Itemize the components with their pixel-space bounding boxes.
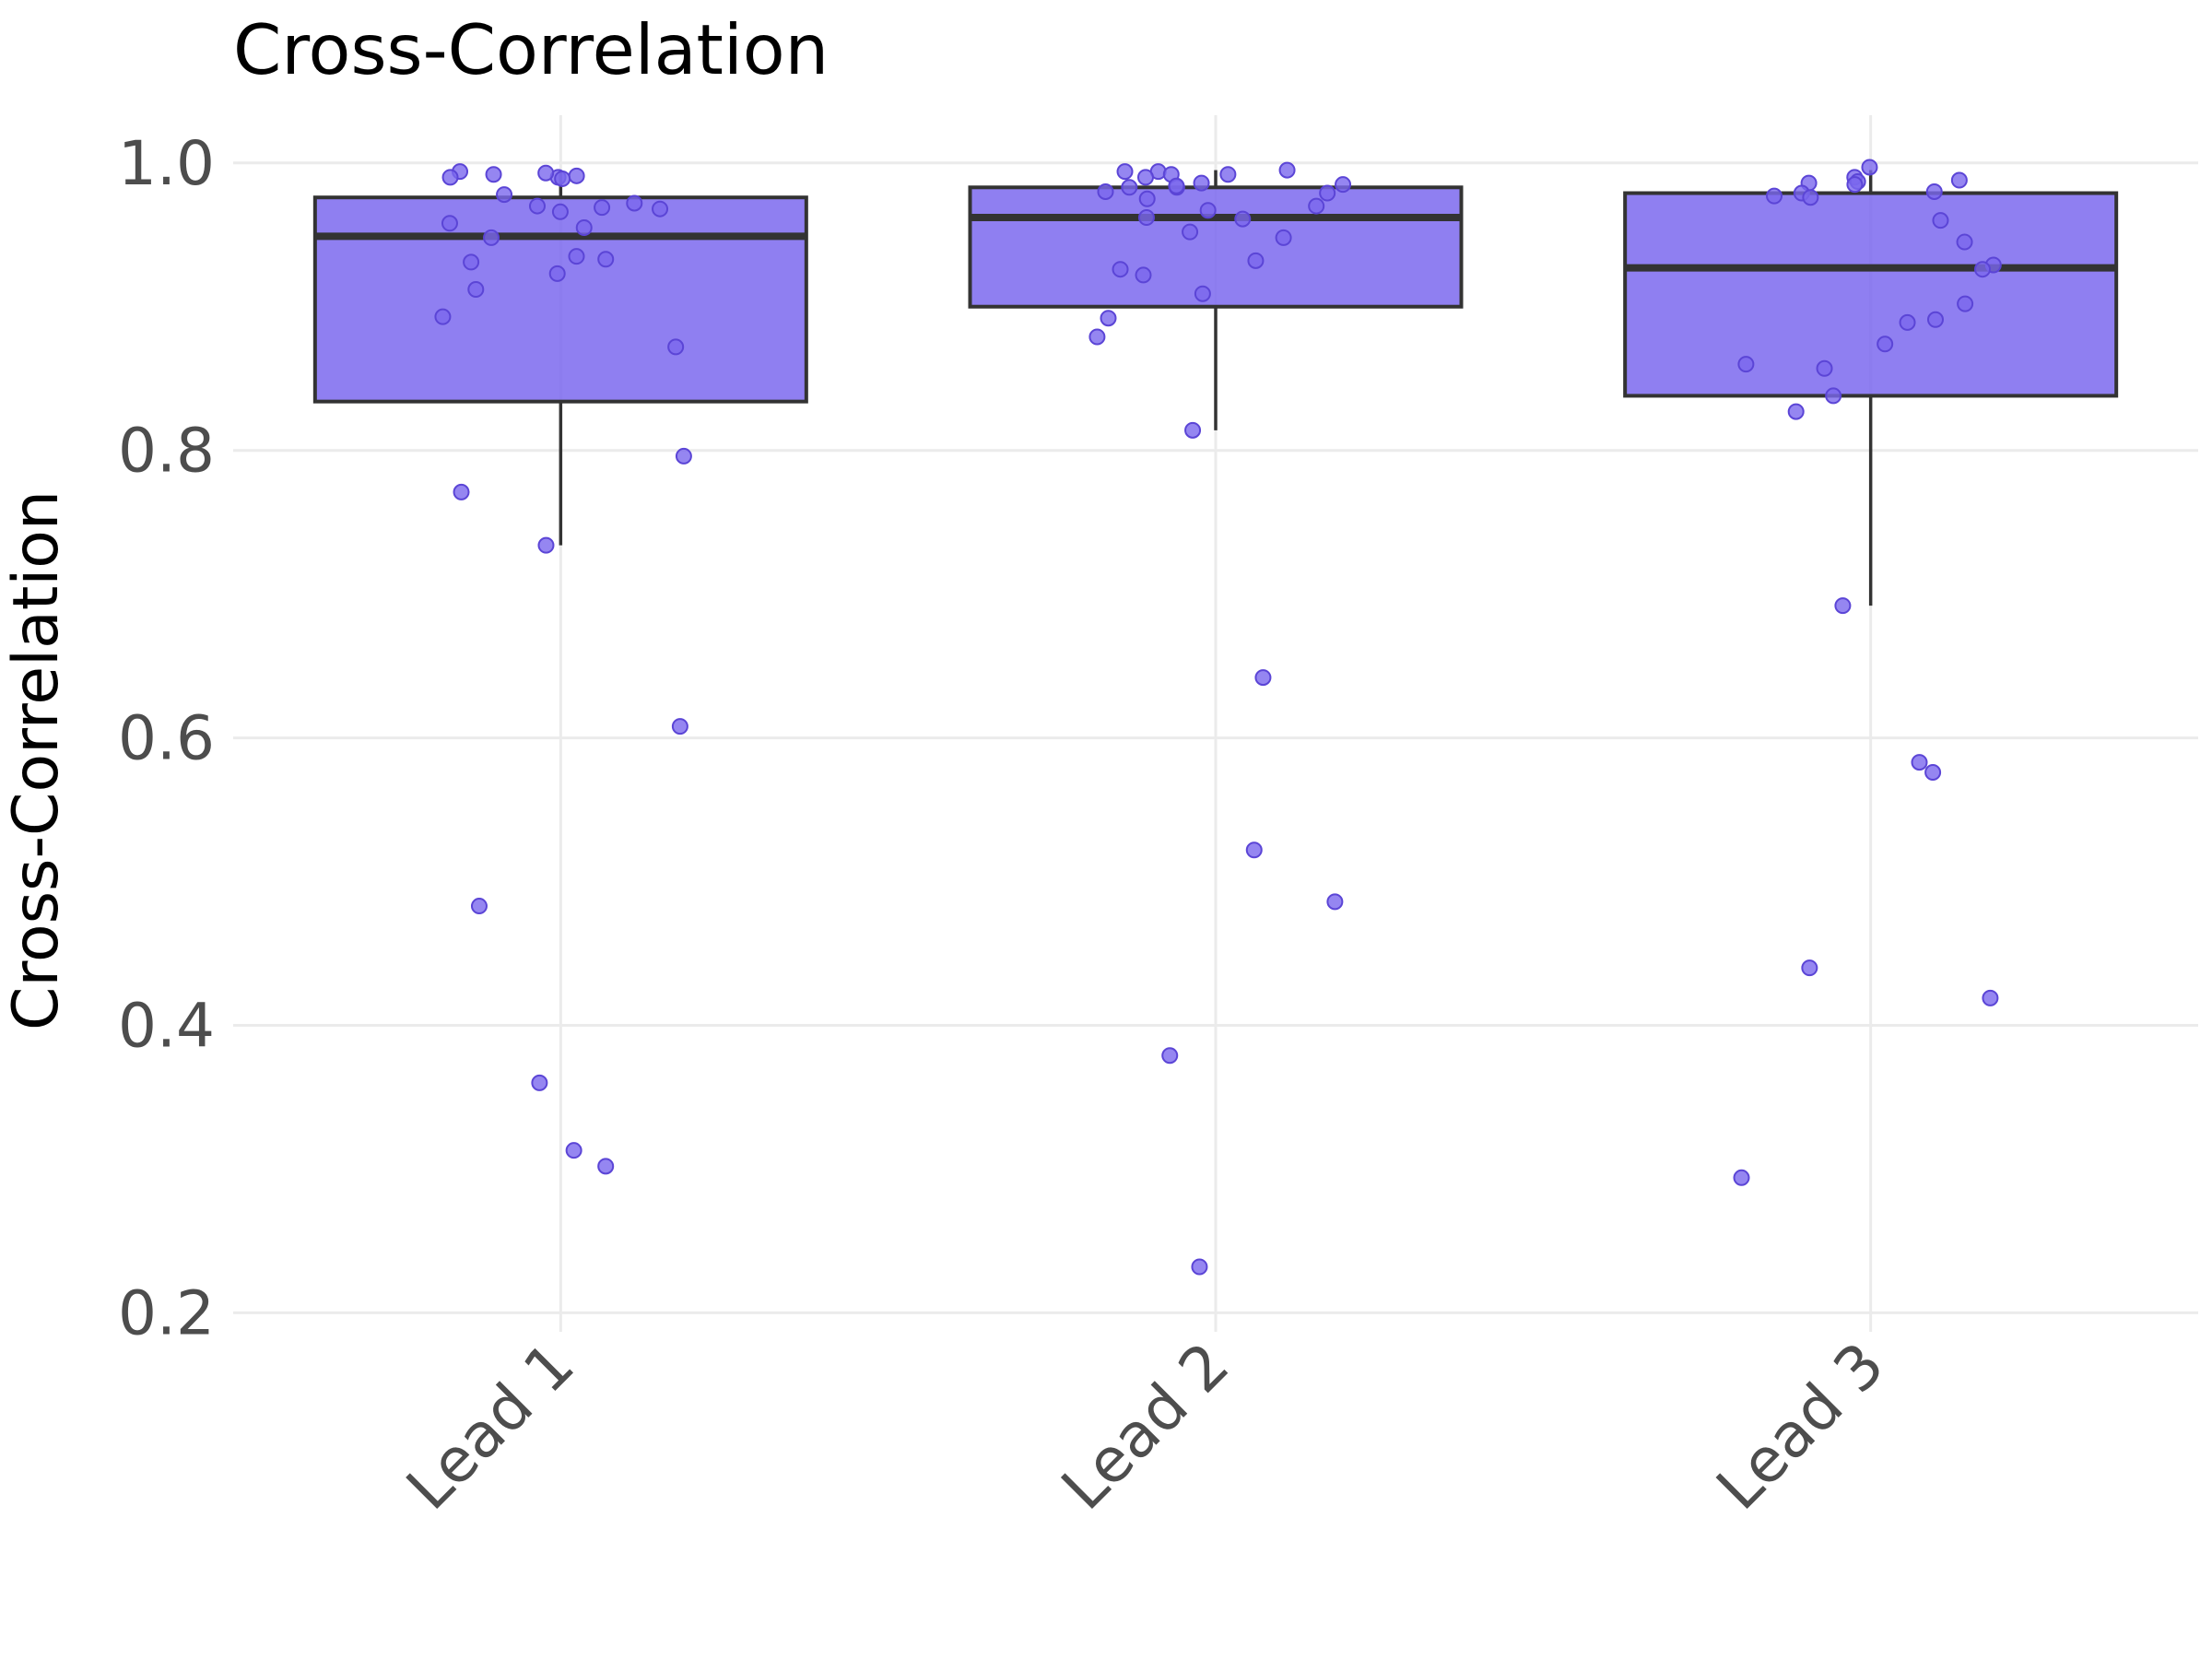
data-point: [568, 248, 585, 265]
data-point: [1161, 1047, 1179, 1065]
data-point: [496, 186, 513, 204]
data-point: [667, 338, 685, 356]
y-tick-label: 0.8: [118, 416, 215, 487]
data-point: [548, 265, 566, 282]
data-point: [441, 215, 458, 232]
data-point: [1899, 313, 1916, 331]
data-point: [626, 194, 643, 212]
data-point: [1787, 403, 1805, 420]
chart-title: Cross-Correlation: [233, 9, 829, 90]
data-point: [1138, 190, 1156, 207]
data-point: [537, 536, 555, 554]
data-point: [1182, 223, 1199, 241]
data-point: [1834, 597, 1852, 615]
data-point: [1278, 161, 1296, 179]
data-point: [1184, 421, 1202, 439]
data-point: [1974, 261, 1992, 278]
x-tick-label: Lead 3: [1703, 1329, 1898, 1524]
data-point: [1135, 266, 1152, 284]
data-point: [485, 166, 502, 183]
data-point: [1982, 989, 1999, 1006]
y-tick-label: 0.4: [118, 991, 215, 1062]
data-point: [470, 898, 488, 915]
data-point: [1825, 387, 1842, 405]
data-point: [1911, 754, 1928, 771]
data-point: [467, 281, 485, 299]
data-point: [1116, 163, 1134, 181]
data-point: [1245, 841, 1263, 859]
data-point: [1097, 182, 1114, 200]
data-point: [597, 1158, 615, 1175]
jitter-points: [434, 159, 2002, 1276]
data-point: [675, 447, 692, 465]
data-point: [1121, 179, 1138, 196]
data-point: [1168, 177, 1185, 194]
data-point: [554, 170, 571, 187]
data-point: [1926, 311, 1944, 328]
data-point: [1816, 359, 1833, 377]
data-point: [441, 169, 459, 186]
y-tick-label: 0.6: [118, 703, 215, 774]
data-point: [531, 1074, 548, 1091]
data-point: [551, 203, 569, 220]
data-point: [1737, 356, 1755, 373]
data-point: [565, 1142, 582, 1159]
data-point: [1335, 176, 1352, 194]
data-point: [1925, 182, 1943, 200]
data-point: [1846, 176, 1864, 194]
data-point: [597, 251, 615, 268]
data-point: [1319, 184, 1336, 202]
data-point: [594, 199, 611, 217]
data-point: [434, 308, 452, 325]
data-point: [1137, 209, 1155, 227]
boxplots: [312, 170, 2119, 606]
data-point: [568, 167, 585, 184]
data-point: [1766, 187, 1783, 205]
x-tick-label: Lead 1: [394, 1329, 588, 1524]
data-point: [575, 218, 593, 236]
data-point: [1254, 669, 1272, 687]
data-point: [483, 229, 500, 246]
data-point: [1950, 171, 1968, 189]
data-point: [1247, 252, 1265, 269]
data-point: [1861, 159, 1878, 176]
data-point: [1956, 233, 1973, 251]
data-point: [1308, 197, 1325, 215]
data-point: [1924, 764, 1942, 782]
data-point: [1326, 893, 1344, 911]
x-tick-label: Lead 2: [1048, 1329, 1242, 1524]
data-point: [1801, 959, 1818, 977]
box-iqr: [968, 185, 1464, 309]
box-iqr: [312, 195, 808, 404]
data-point: [1877, 335, 1894, 353]
y-axis-label: Cross-Correlation: [0, 490, 73, 1030]
data-point: [1088, 328, 1106, 346]
data-point: [1136, 169, 1154, 186]
data-point: [1100, 310, 1117, 327]
data-point: [1199, 202, 1217, 219]
data-point: [528, 197, 546, 215]
data-point: [1191, 1258, 1208, 1276]
data-point: [537, 164, 555, 182]
data-point: [1957, 295, 1974, 312]
data-point: [1234, 210, 1252, 228]
data-point: [1193, 174, 1210, 192]
data-point: [1802, 189, 1819, 206]
data-point: [671, 718, 688, 735]
data-point: [1194, 285, 1211, 302]
y-tick-label: 0.2: [118, 1277, 215, 1348]
data-point: [1112, 261, 1129, 278]
data-point: [453, 483, 470, 500]
y-tick-label: 1.0: [118, 128, 215, 199]
data-point: [1932, 212, 1949, 229]
box-iqr: [1623, 191, 2119, 398]
data-point: [652, 200, 669, 218]
data-point: [1219, 166, 1237, 183]
data-point: [1733, 1169, 1750, 1186]
data-point: [463, 253, 480, 271]
data-point: [1275, 229, 1292, 246]
